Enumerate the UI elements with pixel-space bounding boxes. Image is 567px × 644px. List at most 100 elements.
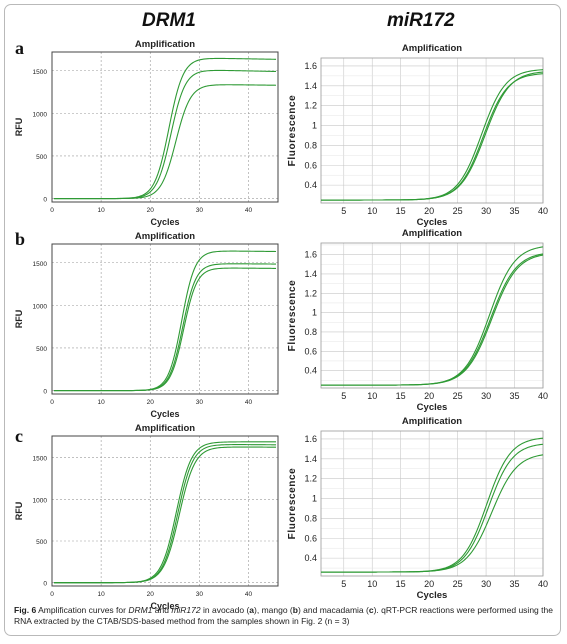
- y-tick-label: 500: [36, 346, 47, 353]
- caption-gene: DRM1: [128, 605, 153, 615]
- x-tick-label: 35: [510, 579, 520, 589]
- y-tick-label: 0.6: [304, 533, 317, 543]
- chart-title: Amplification: [135, 39, 195, 50]
- x-axis-label: Cycles: [417, 402, 448, 413]
- x-tick-label: 10: [367, 391, 377, 401]
- plot-area: [321, 431, 543, 576]
- plot-border: [320, 430, 544, 577]
- y-tick-label: 0: [43, 389, 47, 396]
- y-tick-label: 1.2: [304, 101, 317, 111]
- x-tick-label: 30: [196, 591, 204, 598]
- caption-text-5: ) and macadamia (: [297, 605, 369, 615]
- x-tick-label: 10: [367, 206, 377, 216]
- x-tick-label: 25: [453, 391, 463, 401]
- x-tick-label: 30: [481, 206, 491, 216]
- x-axis-label: Cycles: [150, 601, 179, 611]
- x-tick-label: 15: [396, 579, 406, 589]
- y-axis-label: Fluorescence: [287, 468, 298, 540]
- y-tick-label: 1.4: [304, 81, 317, 91]
- y-tick-label: 1000: [33, 497, 48, 504]
- y-axis-label: RFU: [14, 502, 24, 521]
- chart-c-mir172: Amplification 5 10 15 20 25 30 35 40 0.4 0.6 0.8 1 1.…: [287, 416, 548, 601]
- amplification-curve-3: [321, 71, 544, 201]
- y-tick-label: 1500: [33, 261, 48, 268]
- y-axis-label: Fluorescence: [287, 280, 298, 352]
- x-tick-label: 30: [481, 579, 491, 589]
- x-tick-label: 15: [396, 206, 406, 216]
- x-tick-label: 0: [50, 591, 54, 598]
- x-tick-label: 40: [245, 207, 253, 214]
- x-tick-label: 5: [341, 579, 346, 589]
- x-tick-label: 40: [245, 591, 253, 598]
- y-tick-label: 1: [312, 494, 317, 504]
- y-tick-label: 1500: [33, 456, 48, 463]
- chart-title: Amplification: [402, 228, 462, 239]
- figure-frame: [4, 4, 561, 636]
- x-tick-label: 10: [98, 399, 106, 406]
- panel-letter-a: a: [15, 38, 24, 58]
- x-tick-label: 0: [50, 207, 54, 214]
- x-tick-label: 40: [538, 206, 548, 216]
- x-tick-label: 0: [50, 399, 54, 406]
- x-tick-label: 10: [367, 579, 377, 589]
- y-tick-label: 1.4: [304, 454, 317, 464]
- y-tick-label: 1: [312, 308, 317, 318]
- x-tick-label: 25: [453, 206, 463, 216]
- plot-border: [51, 51, 279, 203]
- amplification-curve-3: [53, 267, 277, 392]
- y-tick-label: 0.8: [304, 513, 317, 523]
- y-tick-label: 0.6: [304, 160, 317, 170]
- column-header-drm1: DRM1: [142, 10, 196, 31]
- chart-title: Amplification: [402, 416, 462, 427]
- chart-b-mir172: Amplification 5 10 15 20 25 30 35 40 0.4 0.6 0.8 1 1.…: [287, 228, 548, 413]
- x-tick-label: 40: [538, 391, 548, 401]
- chart-b-drm1: Amplification 0 10 20 30 40 0 500 1000 1500 Cycles…: [14, 231, 279, 419]
- caption-panel-b: b: [292, 605, 298, 615]
- x-tick-label: 20: [424, 206, 434, 216]
- plot-border: [51, 435, 279, 587]
- y-tick-label: 500: [36, 539, 47, 546]
- plot-area: [321, 58, 543, 203]
- x-tick-label: 35: [510, 391, 520, 401]
- caption-text-4: ), mango (: [254, 605, 293, 615]
- plot-area: [52, 52, 278, 202]
- y-tick-label: 0.8: [304, 327, 317, 337]
- x-tick-label: 20: [424, 579, 434, 589]
- y-tick-label: 0.4: [304, 366, 317, 376]
- chart-title: Amplification: [135, 231, 195, 242]
- caption-panel-c: c: [368, 605, 374, 615]
- caption-label: Fig. 6: [14, 605, 37, 615]
- y-axis-label: RFU: [14, 310, 24, 329]
- x-tick-label: 5: [341, 206, 346, 216]
- y-tick-label: 1.2: [304, 474, 317, 484]
- chart-title: Amplification: [135, 423, 195, 434]
- panel-letter-b: b: [15, 229, 26, 249]
- caption-panel-a: a: [249, 605, 255, 615]
- x-axis-label: Cycles: [417, 590, 448, 601]
- y-tick-label: 0: [43, 581, 47, 588]
- x-tick-label: 30: [196, 399, 204, 406]
- y-tick-label: 1.6: [304, 61, 317, 71]
- panel-letter-c: c: [15, 426, 23, 446]
- y-tick-label: 0.4: [304, 180, 317, 190]
- column-header-mir172: miR172: [387, 10, 455, 31]
- y-axis-label: RFU: [14, 118, 24, 137]
- caption-text-1: Amplification curves for: [36, 605, 129, 615]
- y-tick-label: 1.6: [304, 434, 317, 444]
- y-tick-label: 1000: [33, 111, 48, 118]
- y-tick-label: 1.2: [304, 288, 317, 298]
- caption-mirna: miR172: [171, 605, 201, 615]
- x-axis-label: Cycles: [417, 217, 448, 228]
- y-tick-label: 1.6: [304, 250, 317, 260]
- amplification-curve-3: [53, 84, 277, 200]
- caption-text-3: in avocado (: [200, 605, 250, 615]
- y-tick-label: 1.4: [304, 269, 317, 279]
- plot-border: [320, 242, 544, 389]
- y-tick-label: 0.4: [304, 553, 317, 563]
- y-tick-label: 1: [312, 121, 317, 131]
- x-tick-label: 10: [98, 207, 106, 214]
- plot-border: [320, 57, 544, 204]
- plot-area: [321, 243, 543, 388]
- figure-caption: Fig. 6 Amplification curves for DRM1 and…: [14, 605, 554, 627]
- chart-a-mir172: Amplification 5 10 15 20 25 30 35 40 0.4 0.6 0.8 1 1.…: [287, 43, 548, 228]
